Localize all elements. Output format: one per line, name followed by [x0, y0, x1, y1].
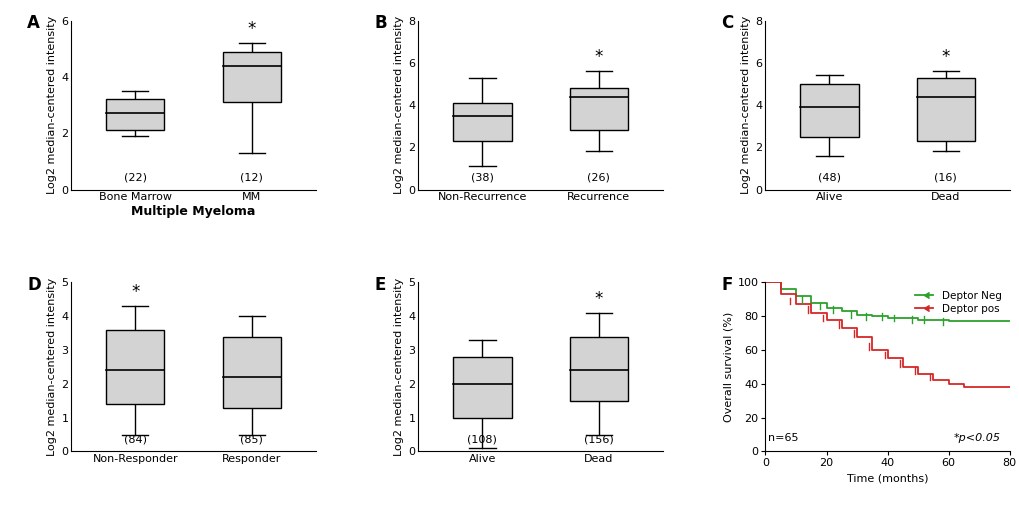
Bar [916, 77, 974, 141]
Text: (26): (26) [587, 173, 609, 183]
Bar [570, 337, 628, 401]
Y-axis label: Log2 median-centered intensity: Log2 median-centered intensity [394, 278, 404, 456]
Text: *: * [941, 48, 949, 66]
Text: *: * [131, 283, 140, 301]
Y-axis label: Overall survival (%): Overall survival (%) [722, 312, 733, 422]
Y-axis label: Log2 median-centered intensity: Log2 median-centered intensity [394, 16, 404, 194]
Text: (22): (22) [123, 173, 147, 183]
Text: n=65: n=65 [767, 433, 798, 443]
Text: *: * [594, 48, 602, 66]
Y-axis label: Log2 median-centered intensity: Log2 median-centered intensity [741, 16, 751, 194]
Text: (48): (48) [817, 173, 840, 183]
Text: *p<0.05: *p<0.05 [953, 433, 1000, 443]
Text: (85): (85) [240, 435, 263, 445]
X-axis label: Time (months): Time (months) [846, 474, 927, 484]
Y-axis label: Log2 median-centered intensity: Log2 median-centered intensity [47, 278, 57, 456]
Text: (16): (16) [933, 173, 956, 183]
Text: D: D [28, 275, 41, 293]
Bar [106, 330, 164, 404]
Text: (12): (12) [240, 173, 263, 183]
Bar [222, 337, 280, 407]
Text: E: E [374, 275, 385, 293]
Bar [800, 84, 858, 136]
X-axis label: Multiple Myeloma: Multiple Myeloma [131, 205, 256, 218]
Text: F: F [720, 275, 732, 293]
Text: (108): (108) [467, 435, 497, 445]
Text: (38): (38) [471, 173, 493, 183]
Text: A: A [28, 14, 40, 32]
Text: (84): (84) [123, 435, 147, 445]
Legend: Deptor Neg, Deptor pos: Deptor Neg, Deptor pos [911, 288, 1004, 317]
Text: *: * [594, 290, 602, 308]
Bar [222, 51, 280, 102]
Text: B: B [374, 14, 386, 32]
Text: C: C [720, 14, 733, 32]
Bar [106, 100, 164, 130]
Bar [452, 103, 511, 141]
Bar [570, 88, 628, 130]
Bar [452, 357, 511, 418]
Text: *: * [248, 20, 256, 38]
Text: (156): (156) [583, 435, 613, 445]
Y-axis label: Log2 median-centered intensity: Log2 median-centered intensity [47, 16, 57, 194]
